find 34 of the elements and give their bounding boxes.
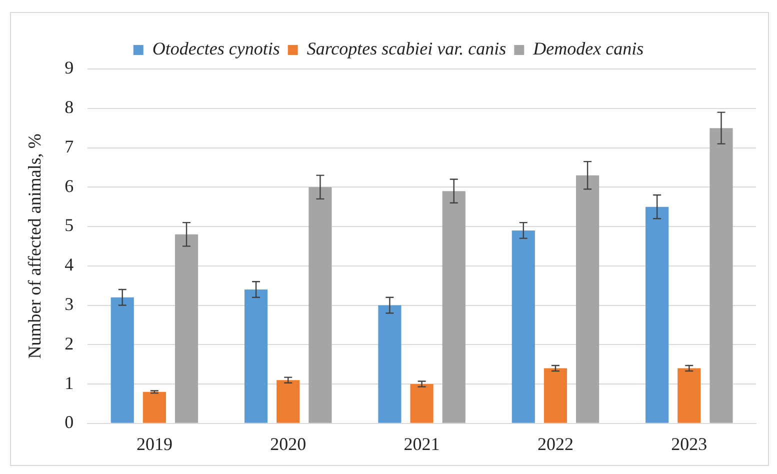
x-tick-label: 2023 xyxy=(671,434,708,454)
bar xyxy=(678,368,701,423)
y-tick-label: 5 xyxy=(64,215,74,236)
bar xyxy=(174,234,198,423)
bar xyxy=(244,290,268,423)
bar xyxy=(308,187,332,423)
y-tick-label: 2 xyxy=(64,333,74,354)
y-tick-label: 3 xyxy=(64,294,74,314)
bar xyxy=(110,297,134,423)
y-axis-title: Number of affected animals, % xyxy=(24,134,45,359)
y-tick-label: 8 xyxy=(64,97,74,118)
x-tick-label: 2021 xyxy=(404,434,440,454)
bar xyxy=(544,368,568,423)
bar xyxy=(576,175,600,423)
legend-label: Demodex canis xyxy=(532,38,644,59)
y-tick-label: 4 xyxy=(64,254,74,275)
bar xyxy=(276,380,300,423)
bar xyxy=(646,206,669,423)
x-tick-label: 2020 xyxy=(270,434,306,454)
bar xyxy=(710,128,733,423)
x-tick-label: 2019 xyxy=(136,434,172,454)
x-tick-label: 2022 xyxy=(537,434,574,454)
bar xyxy=(378,305,402,423)
bar xyxy=(442,191,466,423)
legend-label: Sarcoptes scabiei var. canis xyxy=(306,38,506,59)
y-tick-label: 9 xyxy=(64,58,74,78)
bar xyxy=(512,230,535,423)
y-tick-label: 0 xyxy=(64,412,74,432)
y-tick-label: 1 xyxy=(64,372,74,393)
bar xyxy=(410,384,434,423)
y-tick-label: 7 xyxy=(64,136,74,156)
y-tick-label: 6 xyxy=(64,176,74,196)
bar xyxy=(142,392,166,423)
legend-label: Otodectes cynotis xyxy=(152,38,280,59)
